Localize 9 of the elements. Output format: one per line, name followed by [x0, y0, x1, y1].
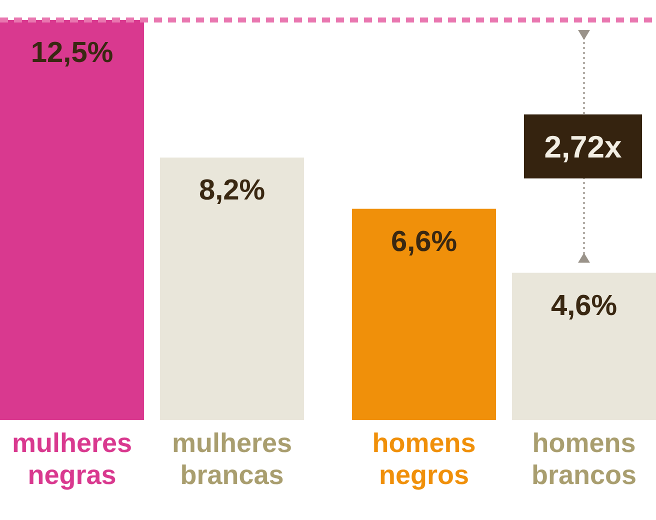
x-tick-label: homens brancos	[531, 428, 637, 490]
data-label: 4,6%	[550, 290, 618, 322]
x-tick-label: homens negros	[372, 428, 476, 490]
x-tick-label: mulheres negras	[12, 428, 132, 490]
data-label: 8,2%	[198, 174, 266, 207]
x-tick-label: mulheres brancas	[172, 428, 292, 490]
data-label: 12,5%	[30, 37, 114, 69]
annotation: 2,72x	[544, 129, 623, 164]
data-label: 6,6%	[390, 226, 458, 258]
